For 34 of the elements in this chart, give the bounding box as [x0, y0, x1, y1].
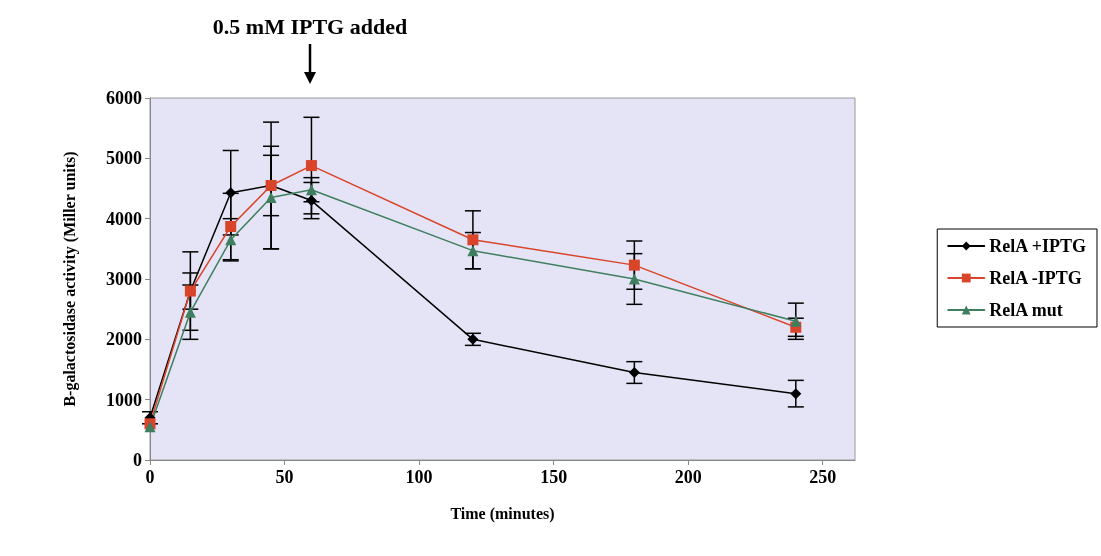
point — [305, 195, 317, 207]
y-tick-label: 4000 — [106, 208, 142, 229]
y-tick-label: 2000 — [106, 329, 142, 350]
y-tick-label: 5000 — [106, 148, 142, 169]
y-axis-title: B-galactosidase activity (Miller units) — [60, 151, 79, 407]
point — [790, 388, 802, 400]
x-tick-label: 100 — [405, 467, 433, 487]
point — [184, 306, 196, 318]
point — [467, 245, 479, 257]
x-tick-label: 150 — [540, 467, 568, 487]
point — [628, 273, 640, 285]
point — [467, 234, 479, 246]
point — [628, 259, 640, 271]
x-tick-label: 0 — [145, 467, 155, 487]
legend-label: RelA +IPTG — [989, 236, 1087, 256]
point — [790, 315, 802, 327]
x-tick-label: 200 — [674, 467, 702, 487]
point — [225, 187, 237, 199]
point — [225, 234, 237, 246]
legend-label: RelA -IPTG — [989, 268, 1082, 288]
y-tick-label: 1000 — [106, 389, 142, 410]
point — [225, 221, 237, 233]
x-tick-label: 250 — [809, 467, 837, 487]
point — [305, 160, 317, 172]
point — [628, 367, 640, 379]
y-tick-label: 0 — [133, 450, 142, 470]
text: 0.5 mM IPTG added — [212, 14, 408, 40]
point — [265, 192, 277, 204]
point — [305, 184, 317, 196]
y-tick-label: 6000 — [106, 88, 142, 108]
x-tick-label: 50 — [275, 467, 294, 487]
x-axis-title: Time (minutes) — [450, 504, 555, 523]
legend-label: RelA mut — [989, 300, 1063, 320]
y-tick-label: 3000 — [106, 269, 142, 289]
